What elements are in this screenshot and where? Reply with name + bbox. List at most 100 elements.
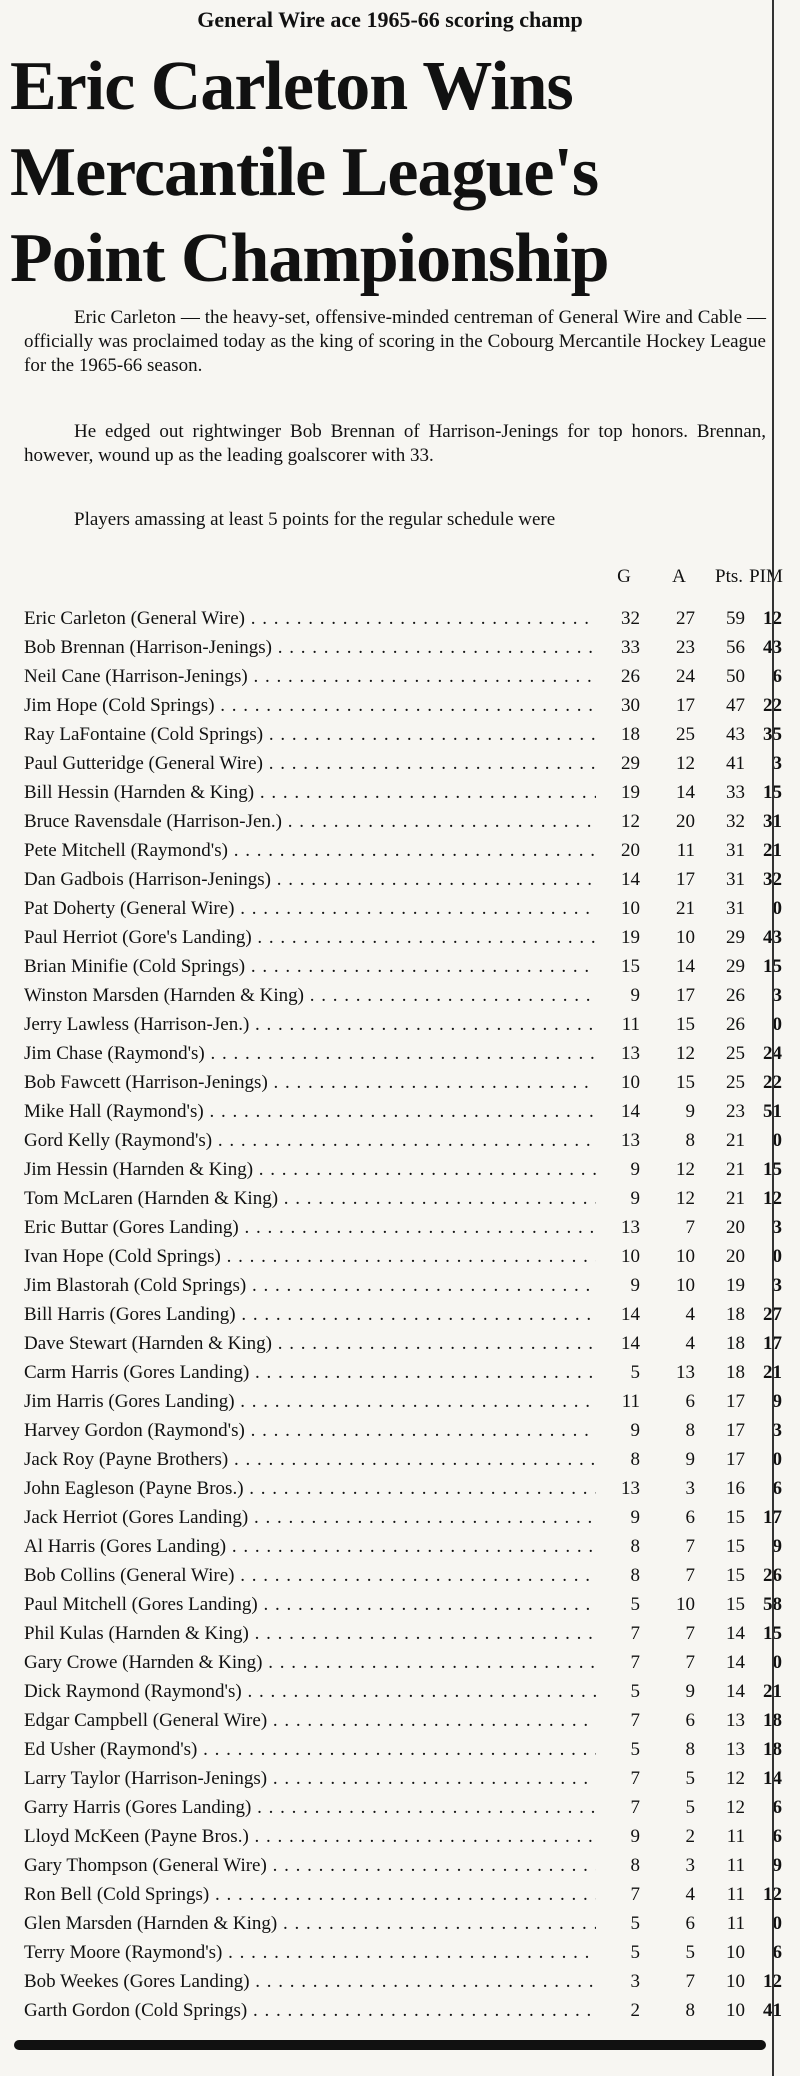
player-name: Gord Kelly (Raymond's) xyxy=(24,1126,596,1155)
stat-cell: 3 xyxy=(772,1217,783,1238)
stat-cell: 17 xyxy=(726,1420,745,1441)
stat-cell: 50 xyxy=(726,666,745,687)
player-name: Harvey Gordon (Raymond's) xyxy=(24,1416,596,1445)
divider-bar xyxy=(14,2040,766,2050)
stat-cell: 32 xyxy=(621,608,640,629)
stat-cell: 43 xyxy=(732,633,782,662)
stat-cell: 30 xyxy=(621,695,640,716)
stat-cell: 15 xyxy=(726,1565,745,1586)
table-row: Jim Hessin (Harnden & King) 9 12 2115 xyxy=(24,1155,782,1184)
stat-cell: 11 xyxy=(726,1826,745,1847)
player-name: Jack Roy (Payne Brothers) xyxy=(24,1445,596,1474)
stat-cell: 18 xyxy=(726,1333,745,1354)
stat-cell: 43 xyxy=(732,923,782,952)
stat-cell: 7 xyxy=(630,1652,641,1673)
stat-cell: 4 xyxy=(685,1333,696,1354)
stat-cell: 7 xyxy=(630,1797,641,1818)
table-row: Glen Marsden (Harnden & King) 5 6 11 0 xyxy=(24,1909,782,1938)
stat-cell: 5 xyxy=(630,1913,641,1934)
table-row: Dan Gadbois (Harrison-Jenings) 14 17 3132 xyxy=(24,865,782,894)
stat-cell: 47 xyxy=(726,695,745,716)
stat-cell: 11 xyxy=(726,1884,745,1905)
stat-cell: 8 xyxy=(630,1855,641,1876)
stat-cell: 0 xyxy=(772,1652,783,1673)
table-row: John Eagleson (Payne Bros.) 13 3 16 6 xyxy=(24,1474,782,1503)
column-header: Pts. xyxy=(715,566,743,587)
stat-cell: 13 xyxy=(621,1130,640,1151)
stat-cell: 6 xyxy=(772,1478,783,1499)
player-name: Brian Minifie (Cold Springs) xyxy=(24,952,596,981)
stat-cell: 5 xyxy=(630,1739,641,1760)
stat-cell: 27 xyxy=(732,1300,782,1329)
stat-cell: 10 xyxy=(676,1246,695,1267)
stat-cell: 9 xyxy=(630,1159,641,1180)
stat-cell: 14 xyxy=(726,1681,745,1702)
table-row: Ivan Hope (Cold Springs) 10 10 20 0 xyxy=(24,1242,782,1271)
stat-cell: 7 xyxy=(685,1971,696,1992)
player-name: Ed Usher (Raymond's) xyxy=(24,1735,596,1764)
stat-cell: 12 xyxy=(676,1188,695,1209)
stat-cell: 9 xyxy=(630,1826,641,1847)
stat-cell: 41 xyxy=(732,1996,782,2025)
stat-cell: 17 xyxy=(726,1391,745,1412)
stat-cell: 9 xyxy=(685,1681,696,1702)
stat-cell: 10 xyxy=(621,898,640,919)
stat-cell: 4 xyxy=(685,1884,696,1905)
player-name: Bob Brennan (Harrison-Jenings) xyxy=(24,633,596,662)
stat-cell: 17 xyxy=(732,1329,782,1358)
stat-cell: 13 xyxy=(726,1739,745,1760)
table-row: Al Harris (Gores Landing) 8 7 15 9 xyxy=(24,1532,782,1561)
stat-cell: 22 xyxy=(732,691,782,720)
player-name: Garry Harris (Gores Landing) xyxy=(24,1793,596,1822)
stat-cell: 9 xyxy=(630,1188,641,1209)
table-row: Pat Doherty (General Wire) 10 21 31 0 xyxy=(24,894,782,923)
stat-cell: 14 xyxy=(726,1623,745,1644)
stat-cell: 8 xyxy=(630,1449,641,1470)
stat-cell: 23 xyxy=(726,1101,745,1122)
stat-cell: 19 xyxy=(621,782,640,803)
stat-cell: 6 xyxy=(685,1507,696,1528)
player-name: Al Harris (Gores Landing) xyxy=(24,1532,596,1561)
stat-cell: 5 xyxy=(685,1768,696,1789)
player-name: Eric Carleton (General Wire) xyxy=(24,604,596,633)
player-name: Dave Stewart (Harnden & King) xyxy=(24,1329,596,1358)
table-row: Bruce Ravensdale (Harrison-Jen.) 12 20 3231 xyxy=(24,807,782,836)
stat-cell: 29 xyxy=(726,927,745,948)
player-name: Pete Mitchell (Raymond's) xyxy=(24,836,596,865)
stat-cell: 18 xyxy=(732,1706,782,1735)
stat-cell: 10 xyxy=(726,1942,745,1963)
stat-cell: 14 xyxy=(621,1101,640,1122)
stat-cell: 3 xyxy=(772,985,783,1006)
stat-cell: 31 xyxy=(726,898,745,919)
stat-cell: 6 xyxy=(685,1913,696,1934)
stat-cell: 18 xyxy=(621,724,640,745)
table-row: Mike Hall (Raymond's) 14 9 2351 xyxy=(24,1097,782,1126)
stat-cell: 5 xyxy=(685,1942,696,1963)
stat-cell: 9 xyxy=(685,1101,696,1122)
table-row: Ron Bell (Cold Springs) 7 4 1112 xyxy=(24,1880,782,1909)
stat-cell: 15 xyxy=(732,1155,782,1184)
stat-cell: 12 xyxy=(726,1797,745,1818)
stat-cell: 0 xyxy=(772,1014,783,1035)
stat-cell: 15 xyxy=(726,1594,745,1615)
stat-cell: 9 xyxy=(630,1507,641,1528)
stat-cell: 11 xyxy=(621,1014,640,1035)
player-name: Paul Gutteridge (General Wire) xyxy=(24,749,596,778)
table-row: Garth Gordon (Cold Springs) 2 8 1041 xyxy=(24,1996,782,2025)
column-header: A xyxy=(672,566,686,587)
stat-cell: 21 xyxy=(732,836,782,865)
stat-cell: 11 xyxy=(676,840,695,861)
table-row: Gary Crowe (Harnden & King) 7 7 14 0 xyxy=(24,1648,782,1677)
table-row: Ray LaFontaine (Cold Springs) 18 25 4335 xyxy=(24,720,782,749)
column-rule xyxy=(772,0,774,2076)
stat-cell: 25 xyxy=(676,724,695,745)
player-name: Ron Bell (Cold Springs) xyxy=(24,1880,596,1909)
stat-cell: 9 xyxy=(772,1391,783,1412)
player-name: Jerry Lawless (Harrison-Jen.) xyxy=(24,1010,596,1039)
stat-cell: 41 xyxy=(726,753,745,774)
player-name: Bob Collins (General Wire) xyxy=(24,1561,596,1590)
stat-cell: 6 xyxy=(772,1942,783,1963)
stat-cell: 35 xyxy=(732,720,782,749)
stat-cell: 8 xyxy=(685,1130,696,1151)
